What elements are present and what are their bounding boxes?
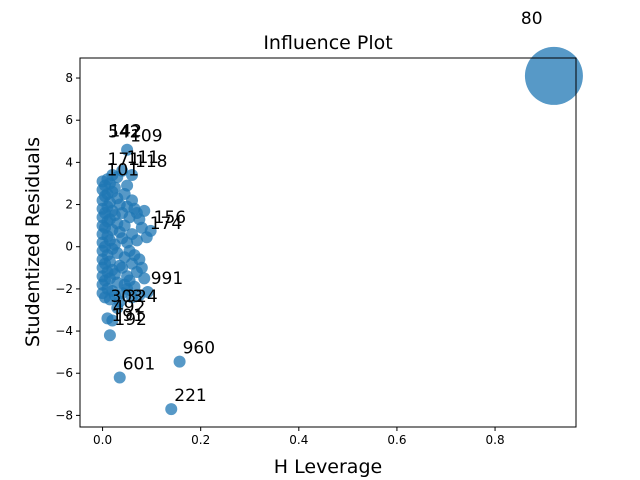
point-label: 991 xyxy=(151,269,183,289)
data-point xyxy=(126,169,139,182)
y-tick-label: 8 xyxy=(65,71,73,85)
data-point xyxy=(135,261,148,274)
y-tick-label: −6 xyxy=(55,366,73,380)
y-axis-label: Studentized Residuals xyxy=(22,137,44,347)
point-label: 109 xyxy=(130,127,162,147)
x-tick-label: 0.6 xyxy=(387,433,406,447)
point-label: 101 xyxy=(107,160,139,180)
point-label: 960 xyxy=(183,339,215,359)
point-label: 174 xyxy=(150,214,182,234)
x-tick-label: 0.8 xyxy=(486,433,505,447)
data-point xyxy=(165,403,178,416)
point-label: 111 xyxy=(127,148,159,168)
data-point xyxy=(108,181,121,194)
x-tick-label: 0.4 xyxy=(289,433,308,447)
point-label: 601 xyxy=(123,354,155,374)
point-label: 142 xyxy=(109,121,141,141)
y-tick-label: −4 xyxy=(55,324,73,338)
chart-title: Influence Plot xyxy=(263,32,392,54)
data-point xyxy=(144,224,157,237)
data-point xyxy=(524,46,583,105)
data-point xyxy=(141,286,154,299)
y-tick-label: −8 xyxy=(55,408,73,422)
data-point xyxy=(121,143,134,156)
x-axis-label: H Leverage xyxy=(274,456,382,478)
y-tick-label: 6 xyxy=(65,113,73,127)
point-label: 324 xyxy=(125,287,157,307)
data-point xyxy=(113,371,126,384)
data-point xyxy=(121,179,134,192)
point-label: 191 xyxy=(111,306,143,326)
points-layer xyxy=(96,46,583,416)
point-label: 156 xyxy=(154,208,186,228)
point-label: 80 xyxy=(521,9,543,29)
point-label: 542 xyxy=(108,123,140,143)
data-point xyxy=(130,234,143,247)
x-tick-label: 0.2 xyxy=(191,433,210,447)
data-point xyxy=(138,272,151,285)
x-axis-ticks: 0.0 0.2 0.4 0.6 0.8 xyxy=(93,427,505,447)
plot-frame xyxy=(79,57,577,428)
point-label: 118 xyxy=(135,152,167,172)
y-axis-ticks: −8 −6 −4 −2 0 2 4 6 8 xyxy=(55,71,80,422)
y-tick-label: 0 xyxy=(65,240,73,254)
point-label: 171 xyxy=(108,150,140,170)
data-point xyxy=(106,314,119,327)
y-tick-label: 2 xyxy=(65,198,73,212)
y-tick-label: −2 xyxy=(55,282,73,296)
data-point xyxy=(138,204,151,217)
point-label: 303 xyxy=(110,287,142,307)
point-label: 192 xyxy=(114,310,146,330)
point-label: 221 xyxy=(174,386,206,406)
x-tick-label: 0.0 xyxy=(93,433,112,447)
data-point xyxy=(173,355,186,368)
data-point xyxy=(116,164,129,177)
point-label: 492 xyxy=(113,298,145,318)
y-tick-label: 4 xyxy=(65,155,73,169)
data-point xyxy=(103,329,116,342)
